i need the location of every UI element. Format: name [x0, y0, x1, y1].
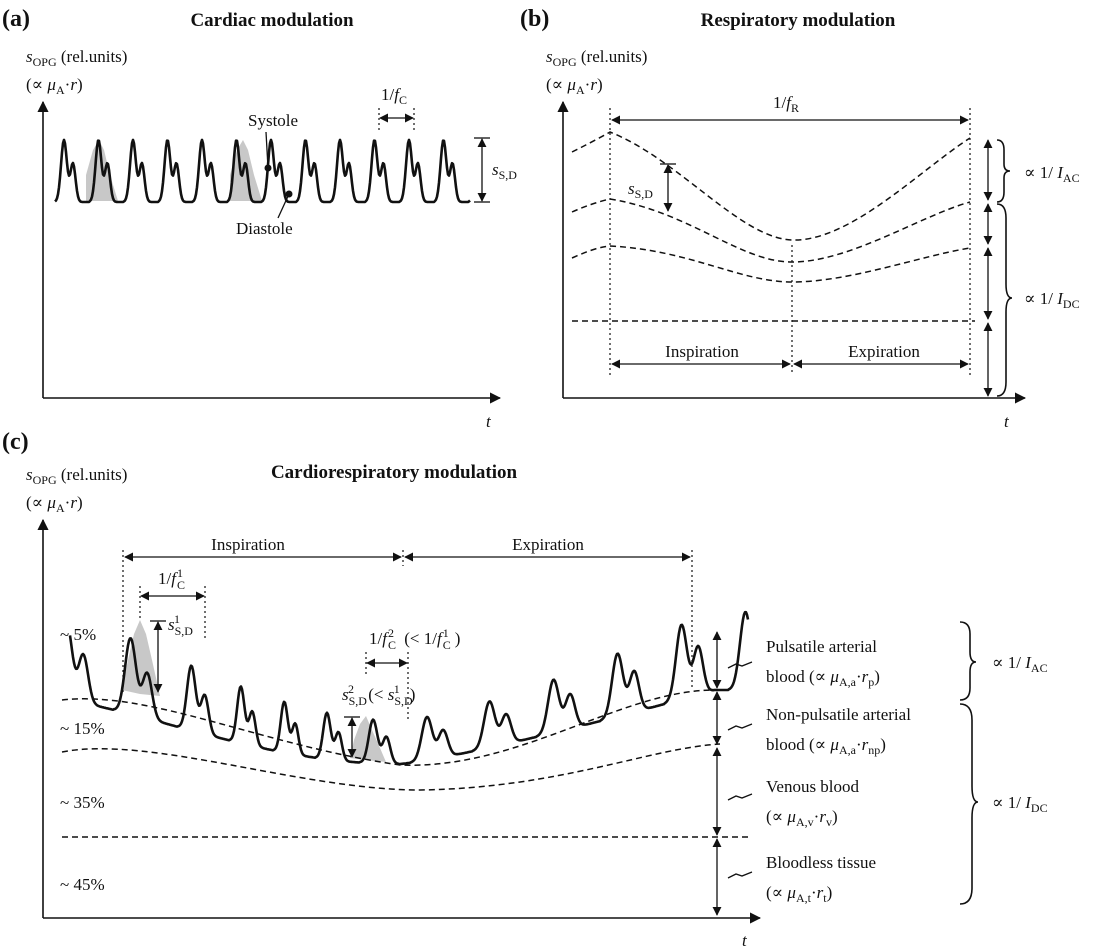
panel-c-layer-name: Bloodless tissue — [766, 853, 876, 872]
panel-c-expiration-label: Expiration — [512, 535, 584, 554]
panel-c-period1-label: 1/fC1 — [158, 566, 185, 592]
panel-c-layer-formula: blood (∝ μA,a·rnp) — [766, 735, 886, 757]
panel-a-diastole-pointer — [277, 193, 290, 219]
panel-c-period2-label: 1/fC2 (< 1/fC1) — [369, 626, 460, 652]
panel-a-title: Cardiac modulation — [190, 10, 354, 31]
panel-b-title: Respiratory modulation — [701, 10, 896, 31]
panel-c-percentage: ~ 5% — [60, 625, 96, 644]
panel-b-inspiration-label: Inspiration — [665, 342, 739, 361]
panel-b-ylabel-line1: sOPG (rel.units) — [546, 47, 647, 69]
panel-b-pulsatile-envelope — [571, 131, 971, 241]
panel-b-arterial-boundary — [571, 198, 971, 263]
panel-b-dc-label: ∝ 1/ IDC — [1024, 289, 1080, 311]
panel-c-ylabel-line2: (∝ μA·r) — [26, 493, 83, 515]
panel-b-dc-brace — [996, 203, 1013, 397]
panel-c-layer-name: Non-pulsatile arterial — [766, 705, 911, 724]
panel-c-layer-name: Venous blood — [766, 777, 860, 796]
panel-c-percentage: ~ 45% — [60, 875, 105, 894]
panel-c-layer-formula: (∝ μA,v·rv) — [766, 807, 838, 829]
panel-c-inspiration-label: Inspiration — [211, 535, 285, 554]
panel-c-systole-shade-1 — [122, 620, 160, 696]
panel-c: (c) Cardiorespiratory modulation sOPG (r… — [2, 429, 1048, 950]
panel-c-label: (c) — [2, 429, 29, 455]
panel-c-layer-name: Pulsatile arterial — [766, 637, 877, 656]
panel-c-venous-boundary — [61, 743, 721, 791]
panel-c-ac-brace — [959, 621, 977, 701]
panel-b-xlabel: t — [1004, 412, 1010, 431]
panel-c-percentage: ~ 15% — [60, 719, 105, 738]
panel-b-label: (b) — [520, 6, 549, 32]
panel-c-layer-leader — [727, 723, 753, 731]
panel-c-layer-leader — [727, 793, 753, 801]
panel-a-diastole-dot — [285, 190, 293, 198]
panel-a-ylabel-line1: sOPG (rel.units) — [26, 47, 127, 69]
panel-a-systole-pointer — [265, 131, 269, 169]
panel-a-systole-dot — [264, 164, 272, 172]
panel-b-ac-brace — [996, 139, 1011, 203]
panel-a-ylabel-line2: (∝ μA·r) — [26, 75, 83, 97]
panel-c-dc-brace — [959, 703, 979, 905]
panel-a-diastole-label: Diastole — [236, 219, 293, 238]
panel-b-amplitude-label: sS,D — [628, 179, 653, 201]
panel-b-period-label: 1/fR — [773, 93, 799, 115]
panel-a-label: (a) — [2, 6, 30, 32]
panel-b-venous-boundary — [571, 245, 971, 283]
panel-a-cardiac-waveform — [54, 138, 471, 204]
panel-c-amp1-label: sS,D1 — [168, 612, 193, 638]
panel-b: (b) Respiratory modulation sOPG (rel.uni… — [520, 6, 1080, 431]
panel-a: (a) Cardiac modulation sOPG (rel.units) … — [2, 6, 517, 431]
panel-c-layer-formula: (∝ μA,t·rt) — [766, 883, 832, 905]
panel-c-layer-formula: blood (∝ μA,a·rp) — [766, 667, 880, 689]
panel-c-percentage: ~ 35% — [60, 793, 105, 812]
panel-c-amp2-label: sS,D2 (< sS,D1) — [342, 682, 415, 708]
panel-b-ac-label: ∝ 1/ IAC — [1024, 163, 1080, 185]
panel-a-xlabel: t — [486, 412, 492, 431]
panel-b-ylabel-line2: (∝ μA·r) — [546, 75, 603, 97]
panel-c-xlabel: t — [742, 931, 748, 950]
panel-c-dc-label: ∝ 1/ IDC — [992, 793, 1048, 815]
panel-c-layer-leader — [727, 871, 753, 879]
panel-c-ac-label: ∝ 1/ IAC — [992, 653, 1048, 675]
panel-c-ylabel-line1: sOPG (rel.units) — [26, 465, 127, 487]
panel-a-period-label: 1/fC — [381, 85, 407, 107]
panel-a-systole-label: Systole — [248, 111, 298, 130]
panel-b-expiration-label: Expiration — [848, 342, 920, 361]
panel-a-amplitude-label: sS,D — [492, 160, 517, 182]
panel-c-cardiorespiratory-waveform — [68, 610, 750, 766]
panel-c-title: Cardiorespiratory modulation — [271, 462, 518, 483]
panel-c-layer-leader — [727, 661, 753, 669]
